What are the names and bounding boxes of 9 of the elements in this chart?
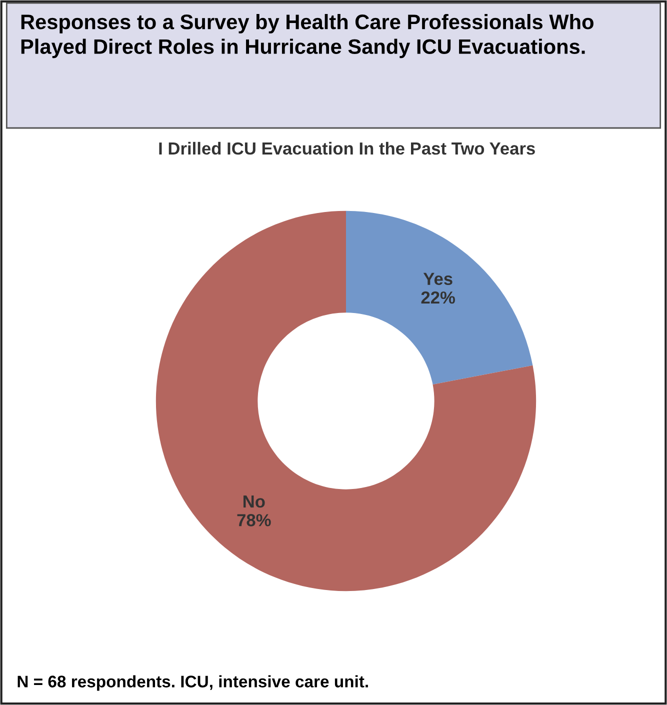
data-label: 22% [421,291,455,304]
slice-label: Yes [423,272,452,285]
donut-slice [346,210,533,384]
data-label: 78% [237,514,271,526]
donut-slice [156,210,536,592]
chart-title: Responses to a Survey by Health Care Professionals Who Played Direct Roles in Hurricane Sandy ICU Evacuations. [21,14,594,58]
slice-label: No [244,496,265,508]
chart-subtitle: I Drilled ICU Evacuation In the Past Two Years [159,142,535,155]
text: N = 68 respondents. ICU, intensive care unit. [18,675,368,691]
